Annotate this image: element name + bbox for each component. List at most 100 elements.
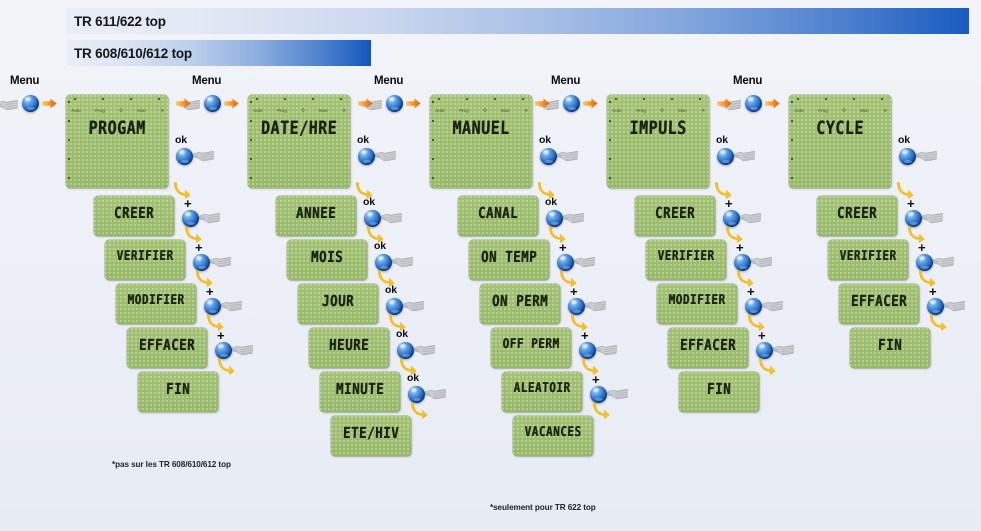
lcd-screen-main[interactable]: Auto Prog ⏱ Man ☀ CYCLE: [789, 95, 891, 188]
step-button-manuel-1[interactable]: [557, 254, 574, 271]
flow-arrow-curved-down-icon: [367, 226, 384, 243]
lcd-screen-item[interactable]: ON PERM: [480, 284, 560, 324]
ok-button-date-hre[interactable]: [358, 148, 375, 165]
step-button-date-hre-1[interactable]: [375, 254, 392, 271]
ok-label-progam: ok: [175, 134, 187, 146]
lcd-item-text: EFFACER: [850, 291, 908, 310]
menu-button-cycle[interactable]: [745, 95, 762, 112]
lcd-screen-item[interactable]: VACANCES: [513, 416, 593, 456]
step-button-progam-1[interactable]: [193, 254, 210, 271]
lcd-screen-item[interactable]: ETE/HIV: [331, 416, 411, 456]
step-label-manuel-3: +: [581, 328, 589, 343]
lcd-screen-item[interactable]: EFFACER: [127, 328, 207, 368]
step-button-impuls-2[interactable]: [745, 298, 762, 315]
hand-pointer-icon: [932, 256, 954, 268]
lcd-screen-main[interactable]: Auto Prog ⏱ Man ☀ PROGAM: [66, 95, 168, 188]
lcd-screen-item[interactable]: MODIFIER: [657, 284, 737, 324]
step-button-cycle-1[interactable]: [916, 254, 933, 271]
lcd-title-text: DATE/HRE: [260, 117, 338, 139]
lcd-screen-item[interactable]: CANAL: [458, 196, 538, 236]
lcd-screen-item[interactable]: ALEATOIR: [502, 372, 582, 412]
menu-button-date-hre[interactable]: [204, 95, 221, 112]
lcd-item-text: ETE/HIV: [342, 423, 400, 442]
screen-dots-top: [797, 97, 884, 101]
lcd-screen-item[interactable]: ON TEMP: [469, 240, 549, 280]
step-button-date-hre-0[interactable]: [364, 210, 381, 227]
step-label-date-hre-2: ok: [385, 284, 397, 296]
ok-button-manuel[interactable]: [540, 148, 557, 165]
flow-arrow-curved-down-icon: [919, 270, 936, 287]
flow-arrow-curved-down-icon: [378, 270, 395, 287]
lcd-item-text: FIN: [165, 379, 191, 398]
lcd-screen-item[interactable]: MOIS: [287, 240, 367, 280]
lcd-screen-item[interactable]: EFFACER: [668, 328, 748, 368]
menu-label-impuls: Menu: [551, 75, 581, 87]
lcd-screen-item[interactable]: FIN: [679, 372, 759, 412]
hand-pointer-icon: [943, 300, 965, 312]
step-button-cycle-0[interactable]: [905, 210, 922, 227]
ok-button-impuls[interactable]: [717, 148, 734, 165]
step-button-date-hre-2[interactable]: [386, 298, 403, 315]
lcd-screen-item[interactable]: MINUTE: [320, 372, 400, 412]
hand-pointer-icon: [761, 300, 783, 312]
flow-arrow-right-icon: [358, 98, 373, 109]
lcd-status-row: Auto Prog ⏱ Man ☀: [253, 107, 346, 114]
status-icon-1: Prog: [459, 108, 469, 113]
step-button-date-hre-4[interactable]: [408, 386, 425, 403]
step-label-manuel-1: +: [559, 240, 567, 255]
lcd-item-text: OFF PERM: [502, 335, 560, 352]
lcd-item-text: JOUR: [321, 291, 355, 310]
hand-pointer-icon: [915, 150, 937, 162]
step-button-manuel-2[interactable]: [568, 298, 585, 315]
lcd-screen-main[interactable]: Auto Prog ⏱ Man ☀ MANUEL: [430, 95, 532, 188]
screen-dots-left: [790, 101, 794, 182]
lcd-screen-item[interactable]: VERIFIER: [105, 240, 185, 280]
lcd-screen-item[interactable]: CREER: [94, 196, 174, 236]
step-label-manuel-4: +: [592, 372, 600, 387]
step-button-progam-2[interactable]: [204, 298, 221, 315]
ok-button-progam[interactable]: [176, 148, 193, 165]
menu-button-manuel[interactable]: [386, 95, 403, 112]
lcd-screen-item[interactable]: OFF PERM: [491, 328, 571, 368]
lcd-screen-item[interactable]: CREER: [817, 196, 897, 236]
menu-label-date-hre: Menu: [192, 75, 222, 87]
step-button-impuls-0[interactable]: [723, 210, 740, 227]
step-button-cycle-2[interactable]: [927, 298, 944, 315]
step-button-impuls-3[interactable]: [756, 342, 773, 359]
lcd-screen-main[interactable]: Auto Prog ⏱ Man ☀ IMPULS: [607, 95, 709, 188]
lcd-screen-item[interactable]: CREER: [635, 196, 715, 236]
status-icon-4: ☀: [160, 107, 164, 113]
step-button-date-hre-3[interactable]: [397, 342, 414, 359]
lcd-screen-item[interactable]: VERIFIER: [828, 240, 908, 280]
ok-button-cycle[interactable]: [899, 148, 916, 165]
hand-pointer-icon: [739, 212, 761, 224]
menu-button-progam[interactable]: [22, 95, 39, 112]
step-label-manuel-0: ok: [545, 196, 557, 208]
lcd-screen-item[interactable]: ANNEE: [276, 196, 356, 236]
step-button-impuls-1[interactable]: [734, 254, 751, 271]
screen-dots-left: [67, 101, 71, 182]
flow-arrow-curved-down-icon: [560, 270, 577, 287]
hand-pointer-icon: [772, 344, 794, 356]
menu-button-impuls[interactable]: [563, 95, 580, 112]
step-button-manuel-0[interactable]: [546, 210, 563, 227]
lcd-screen-item[interactable]: VERIFIER: [646, 240, 726, 280]
lcd-screen-item[interactable]: JOUR: [298, 284, 378, 324]
lcd-item-text: FIN: [706, 379, 732, 398]
step-button-progam-3[interactable]: [215, 342, 232, 359]
lcd-screen-item[interactable]: MODIFIER: [116, 284, 196, 324]
step-label-date-hre-3: ok: [396, 328, 408, 340]
step-button-progam-0[interactable]: [182, 210, 199, 227]
hand-pointer-icon: [595, 344, 617, 356]
device-range-bar-608-610-612: TR 608/610/612 top: [66, 40, 371, 66]
lcd-screen-main[interactable]: Auto Prog ⏱ Man ☀ DATE/HRE: [248, 95, 350, 188]
lcd-screen-item[interactable]: HEURE: [309, 328, 389, 368]
lcd-screen-item[interactable]: FIN: [850, 328, 930, 368]
step-button-manuel-4[interactable]: [590, 386, 607, 403]
flow-arrow-curved-down-icon: [174, 182, 191, 199]
lcd-screen-item[interactable]: EFFACER: [839, 284, 919, 324]
step-button-manuel-3[interactable]: [579, 342, 596, 359]
lcd-screen-item[interactable]: FIN: [138, 372, 218, 412]
flow-arrow-curved-down-icon: [571, 314, 588, 331]
footnote-2: *seulement pour TR 622 top: [490, 503, 596, 512]
